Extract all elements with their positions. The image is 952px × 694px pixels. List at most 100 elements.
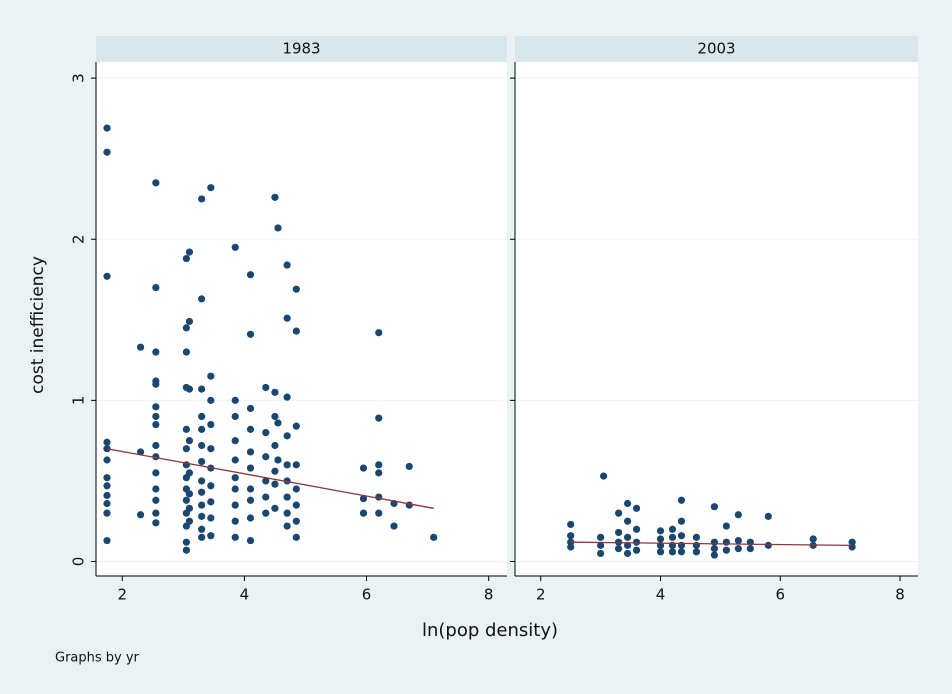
point: [152, 441, 160, 450]
point: [198, 195, 206, 203]
point: [152, 412, 160, 421]
point: [430, 533, 438, 541]
point: [198, 295, 206, 303]
point: [722, 546, 730, 554]
point: [623, 499, 632, 508]
point: [597, 549, 605, 558]
point: [692, 548, 701, 556]
point: [656, 535, 665, 543]
y-tick-label: 0: [70, 557, 88, 567]
x-tick-label: 2: [117, 586, 127, 604]
point: [271, 412, 279, 421]
point: [103, 536, 111, 545]
point: [198, 425, 206, 433]
point: [359, 509, 368, 517]
point: [292, 327, 300, 335]
point: [246, 496, 255, 504]
point: [231, 456, 239, 464]
point: [271, 480, 279, 488]
point: [185, 248, 194, 256]
point: [182, 546, 190, 554]
point: [207, 420, 215, 429]
point: [103, 124, 111, 132]
point: [283, 522, 291, 530]
point: [152, 509, 160, 517]
point: [231, 396, 239, 404]
point: [207, 372, 215, 380]
point: [632, 538, 641, 546]
point: [182, 254, 190, 263]
point: [375, 469, 383, 477]
point: [182, 324, 190, 332]
point: [692, 533, 701, 541]
point: [182, 425, 190, 433]
point: [614, 509, 623, 517]
point: [283, 393, 291, 401]
point: [567, 532, 575, 540]
point: [632, 546, 641, 554]
point: [292, 285, 300, 293]
point: [185, 385, 194, 393]
point: [103, 474, 111, 482]
point: [103, 482, 111, 490]
point: [848, 543, 856, 551]
panel-header: [515, 36, 918, 62]
point: [231, 437, 239, 445]
point: [182, 538, 190, 546]
point: [677, 517, 686, 525]
point: [623, 517, 632, 525]
point: [198, 488, 206, 496]
point: [283, 509, 291, 517]
point: [274, 419, 282, 427]
point: [185, 317, 194, 326]
point: [597, 541, 605, 549]
panel-header: [96, 36, 507, 62]
y-tick-label: 3: [70, 73, 88, 83]
point: [722, 538, 730, 546]
point: [152, 420, 160, 429]
point: [668, 548, 677, 556]
fit-line: [570, 541, 853, 547]
point: [231, 533, 239, 541]
point: [246, 514, 255, 522]
point: [656, 527, 665, 535]
point: [198, 412, 206, 421]
point: [764, 512, 772, 520]
point: [246, 485, 255, 493]
point: [152, 348, 160, 356]
point: [246, 448, 255, 456]
x-tick-label: 8: [895, 586, 905, 604]
x-tick-label: 4: [656, 586, 666, 604]
point: [103, 456, 111, 464]
point: [207, 184, 215, 192]
point: [271, 504, 279, 512]
point: [207, 482, 215, 490]
point: [710, 545, 719, 553]
point: [198, 457, 206, 466]
point: [103, 438, 111, 446]
point: [375, 329, 383, 337]
point: [103, 148, 111, 156]
point: [246, 425, 255, 433]
y-tick-label: 2: [70, 234, 88, 244]
point: [182, 348, 190, 356]
point: [405, 462, 413, 471]
point: [764, 541, 772, 549]
plot-area: [96, 62, 507, 576]
point: [262, 453, 270, 461]
point: [262, 509, 270, 517]
point: [136, 511, 145, 519]
point: [262, 477, 270, 485]
point: [567, 543, 575, 551]
x-tick-label: 4: [240, 586, 250, 604]
point: [375, 461, 383, 469]
point: [283, 432, 291, 440]
point: [198, 525, 206, 533]
point: [271, 388, 279, 396]
point: [152, 179, 160, 187]
point: [198, 512, 206, 520]
point: [185, 437, 194, 445]
point: [722, 522, 730, 530]
point: [359, 464, 368, 472]
point: [246, 464, 255, 472]
